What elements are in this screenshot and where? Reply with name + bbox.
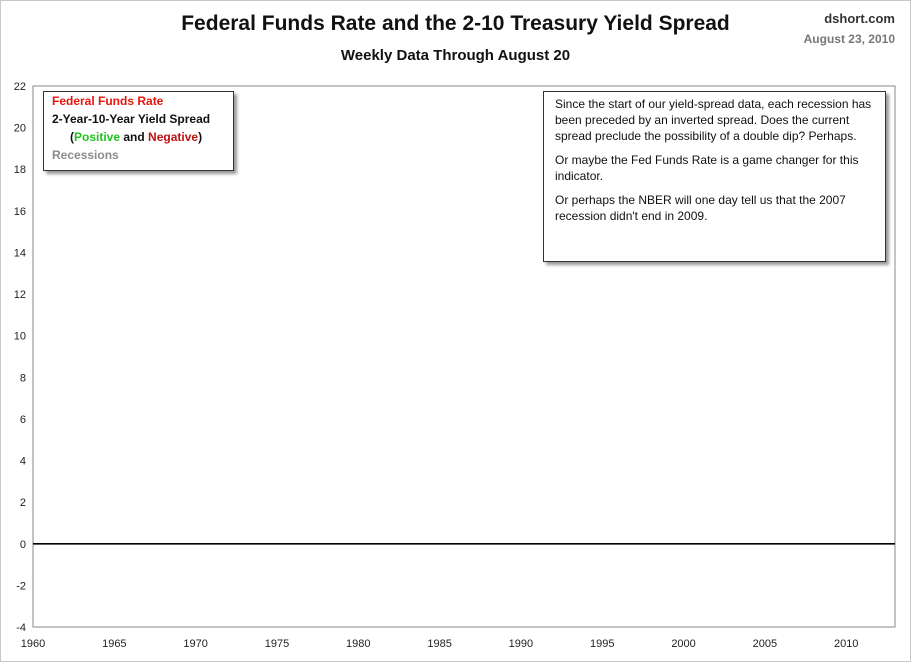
x-tick-label: 1975 (265, 638, 289, 650)
annotation-paragraph-1: Since the start of our yield-spread data… (555, 97, 872, 143)
legend-paren-open: ( (70, 130, 74, 144)
y-tick-label: 10 (14, 331, 26, 343)
legend-spread: 2-Year-10-Year Yield Spread (52, 112, 211, 126)
legend-fed-funds: Federal Funds Rate (52, 94, 164, 108)
legend-positive: Positive (74, 130, 121, 144)
x-tick-label: 1965 (102, 638, 126, 650)
annotation-paragraph-3: Or perhaps the NBER will one day tell us… (555, 193, 846, 223)
x-tick-label: 1980 (346, 638, 370, 650)
y-tick-label: 0 (20, 539, 26, 551)
legend-paren-close: ) (198, 130, 203, 144)
chart-title: Federal Funds Rate and the 2-10 Treasury… (181, 12, 730, 35)
y-tick-label: 8 (20, 372, 26, 384)
y-tick-label: 20 (14, 123, 26, 135)
x-tick-label: 2010 (834, 638, 858, 650)
x-tick-label: 1985 (427, 638, 451, 650)
y-tick-label: 14 (14, 247, 26, 259)
publish-date: August 23, 2010 (803, 32, 895, 46)
site-name: dshort.com (824, 11, 895, 26)
x-axis-ticks: 1960 1965 1970 1975 1980 1985 1990 1995 2000 2005… (21, 638, 859, 650)
y-tick-label: 2 (20, 497, 26, 509)
legend-and: and (120, 130, 149, 144)
x-tick-label: 2000 (671, 638, 695, 650)
legend-recessions: Recessions (52, 148, 119, 162)
x-tick-label: 1970 (183, 638, 207, 650)
y-tick-label: 12 (14, 289, 26, 301)
y-tick-label: -4 (16, 622, 26, 634)
legend-negative: Negative (148, 130, 199, 144)
annotation-box: Since the start of our yield-spread data… (543, 91, 886, 262)
x-tick-label: 1990 (509, 638, 533, 650)
annotation-paragraph-2: Or maybe the Fed Funds Rate is a game ch… (555, 153, 859, 183)
chart-subtitle: Weekly Data Through August 20 (340, 47, 571, 64)
x-tick-label: 2005 (753, 638, 777, 650)
y-tick-label: 22 (14, 81, 26, 93)
chart-legend: Federal Funds Rate 2-Year-10-Year Yield … (43, 91, 234, 171)
y-tick-label: 16 (14, 206, 26, 218)
x-tick-label: 1960 (21, 638, 45, 650)
y-tick-label: 4 (20, 456, 26, 468)
legend-spread-sign: (Positive and Negative) (44, 128, 233, 146)
y-tick-label: -2 (16, 580, 26, 592)
x-tick-label: 1995 (590, 638, 614, 650)
y-tick-label: 18 (14, 164, 26, 176)
y-tick-label: 6 (20, 414, 26, 426)
y-axis-ticks: -4 -2 0 2 4 6 8 10 12 14 16 18 20 22 (14, 81, 26, 634)
